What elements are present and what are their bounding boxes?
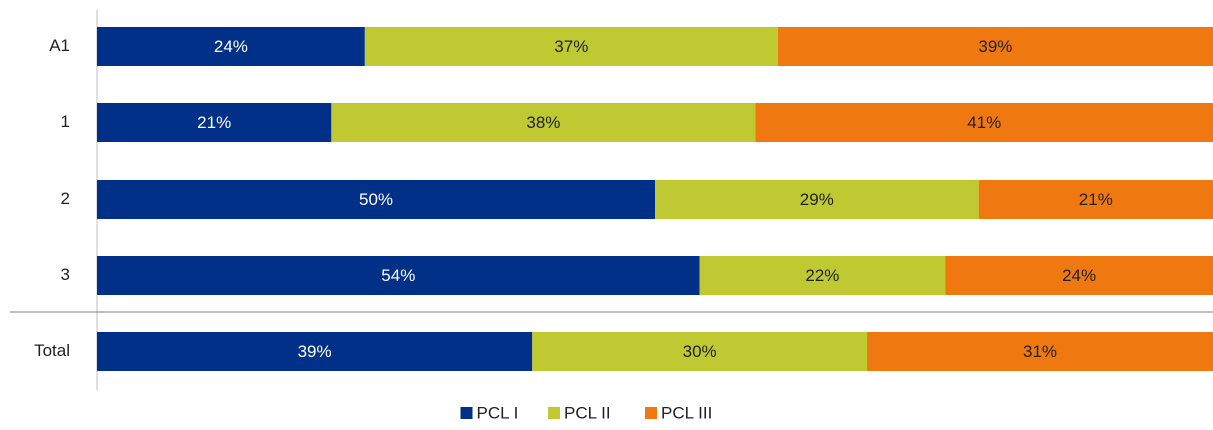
y-tick-label: 1: [61, 112, 70, 131]
legend-label: PCL I: [477, 403, 519, 422]
y-tick-label: 2: [61, 189, 70, 208]
data-label: 29%: [800, 190, 834, 209]
legend-label: PCL II: [564, 403, 611, 422]
data-label: 30%: [683, 342, 717, 361]
legend-swatch: [460, 407, 473, 419]
bar-segment: [532, 332, 868, 371]
data-label: 24%: [214, 37, 248, 56]
data-label: 41%: [967, 113, 1001, 132]
bar-segment: [364, 27, 778, 66]
data-label: 21%: [197, 113, 231, 132]
bar-segment: [97, 332, 533, 371]
y-tick-label: 3: [61, 265, 70, 284]
y-tick-label: Total: [34, 341, 70, 360]
bar-segment: [978, 180, 1213, 219]
data-label: 21%: [1079, 190, 1113, 209]
bar-segment: [97, 256, 700, 295]
data-label: 24%: [1062, 266, 1096, 285]
bar-segment: [699, 256, 946, 295]
data-label: 22%: [805, 266, 839, 285]
legend-swatch: [645, 407, 657, 419]
bar-segment: [97, 103, 332, 142]
bar-segment: [945, 256, 1213, 295]
data-label: 54%: [381, 266, 415, 285]
legend-label: PCL III: [661, 403, 712, 422]
bar-segment: [777, 27, 1213, 66]
data-label: 37%: [554, 37, 588, 56]
legend-swatch: [548, 407, 560, 419]
bar-segment: [655, 180, 979, 219]
bar-segment: [97, 180, 655, 219]
data-label: 39%: [298, 342, 332, 361]
data-label: 50%: [359, 190, 393, 209]
bar-segment: [755, 103, 1213, 142]
data-label: 39%: [978, 37, 1012, 56]
y-tick-label: A1: [49, 36, 70, 55]
data-label: 31%: [1023, 342, 1057, 361]
data-label: 38%: [526, 113, 560, 132]
bar-segment: [867, 332, 1213, 371]
bar-segment: [331, 103, 756, 142]
bar-segment: [97, 27, 365, 66]
